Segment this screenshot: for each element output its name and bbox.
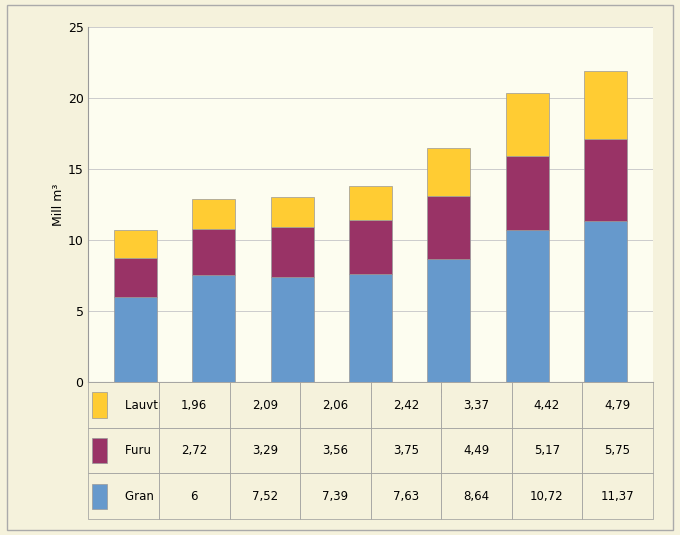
Bar (271, 277, 313, 382)
Bar (349, 220, 392, 274)
Bar (584, 220, 627, 382)
Bar (92, 438, 107, 463)
Bar (584, 139, 627, 220)
Bar (428, 259, 471, 382)
Bar (428, 148, 471, 195)
Bar (506, 230, 549, 382)
Bar (192, 276, 235, 382)
Bar (349, 186, 392, 220)
Bar (506, 156, 549, 230)
Bar (192, 199, 235, 228)
Bar (584, 71, 627, 139)
Bar (428, 195, 471, 259)
Bar (506, 94, 549, 156)
Bar (114, 258, 157, 297)
Bar (349, 274, 392, 382)
Y-axis label: Mill m³: Mill m³ (52, 184, 65, 226)
Bar (192, 228, 235, 276)
Bar (92, 393, 107, 417)
Bar (271, 226, 313, 277)
Bar (271, 197, 313, 226)
Bar (92, 484, 107, 509)
Bar (114, 297, 157, 382)
Bar (114, 231, 157, 258)
